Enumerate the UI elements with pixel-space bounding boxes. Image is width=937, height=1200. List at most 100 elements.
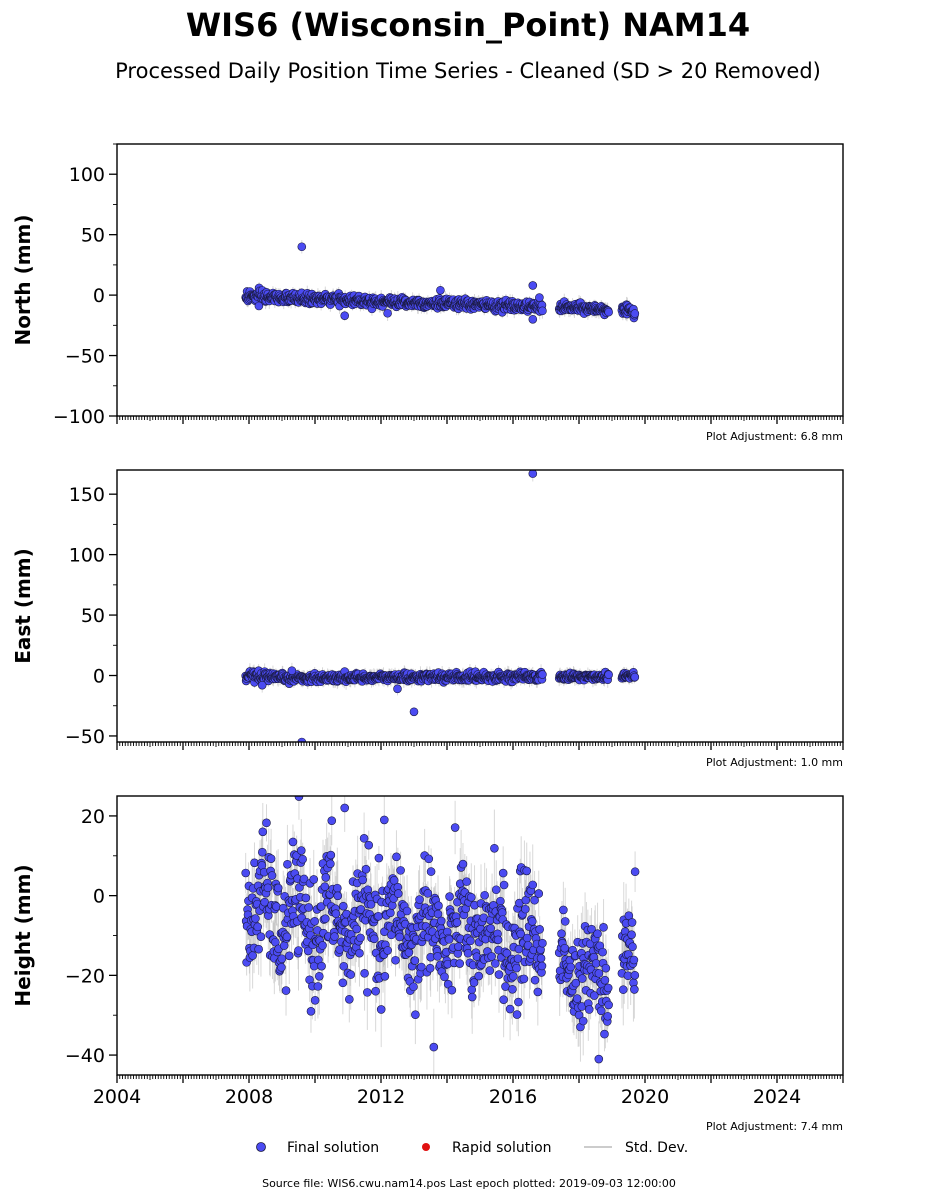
data-point [538,306,547,316]
data-point [330,932,339,941]
data-point [254,944,263,954]
data-point [331,909,341,918]
data-point [374,853,384,863]
plot-adjustment-note: Plot Adjustment: 6.8 mm [706,430,843,443]
y-tick-label: 0 [93,666,105,688]
data-point [340,311,350,320]
data-point [320,882,330,891]
data-point [345,994,354,1004]
plot-area-1 [241,470,640,742]
data-point [415,895,424,904]
plot-area-0 [241,240,640,324]
data-point [366,900,376,909]
data-point [423,889,433,898]
data-point [393,889,403,898]
data-point [314,971,324,981]
data-point [393,684,402,694]
data-point [309,875,319,884]
y-axis-label: East (mm) [11,548,35,664]
data-point [391,955,400,965]
data-point [267,871,277,880]
data-point [333,883,342,893]
data-point [321,873,331,882]
data-point [376,1005,386,1014]
data-point [433,952,442,961]
data-point [313,982,323,991]
data-point [310,996,320,1005]
data-point [630,672,640,682]
data-point [356,933,365,943]
data-point [287,666,297,675]
data-point [445,892,454,901]
data-point [436,916,446,926]
data-point [282,932,292,942]
data-point [410,956,420,965]
data-point [310,917,319,926]
data-point [355,948,364,958]
y-tick-label: 0 [93,285,105,307]
y-tick-label: −100 [53,406,105,428]
data-point [383,946,392,955]
data-point [339,901,348,911]
data-point [288,837,298,847]
panel-0: −100 −50 0 50 100 North (mm) Plot Adjustment: … [11,143,844,443]
panel-2: 2004 2008 2012 2016 2020 2024−40−20020Height … [11,795,844,1133]
data-point [411,1010,420,1019]
data-point [251,914,260,923]
data-point [262,818,271,828]
data-point [333,891,343,901]
data-point [284,951,294,961]
data-point [402,906,412,916]
data-point [281,986,291,995]
y-tick-label: 100 [69,545,105,567]
data-point [297,737,307,742]
data-point [346,970,356,979]
data-point [258,827,268,837]
data-point [316,902,326,911]
stddev-bars-1 [245,470,636,742]
data-point [458,859,468,869]
data-point [358,875,368,885]
data-point [339,961,349,971]
data-point [538,670,547,679]
data-point [273,883,283,893]
data-point [303,946,313,956]
data-point [266,854,276,863]
data-point [426,867,436,876]
data-point [297,242,307,252]
data-point [254,301,264,311]
data-point [444,935,454,944]
data-point [434,901,443,910]
data-point [326,850,336,860]
data-point [257,680,267,690]
data-point [317,961,326,971]
data-point [320,914,330,924]
data-point [263,883,273,893]
y-tick-label: −50 [65,346,105,368]
data-point [283,859,292,869]
data-point [425,963,435,973]
data-point [352,924,362,934]
data-point [424,854,434,864]
data-point [604,670,613,679]
data-point [371,986,380,996]
data-point [404,948,414,957]
data-point [359,834,369,843]
data-point [306,1007,316,1016]
data-point [258,847,267,857]
data-point [364,840,374,850]
y-axis-label: North (mm) [11,214,35,345]
data-point [417,962,426,972]
data-point [383,308,392,318]
data-point [374,911,383,921]
data-point [301,893,311,903]
data-point [363,988,372,997]
data-point [356,905,366,914]
data-point [436,285,445,295]
data-point [299,874,309,884]
y-tick-label: 50 [81,225,105,247]
data-point [304,903,313,912]
data-point [396,866,405,875]
data-point [386,908,395,918]
